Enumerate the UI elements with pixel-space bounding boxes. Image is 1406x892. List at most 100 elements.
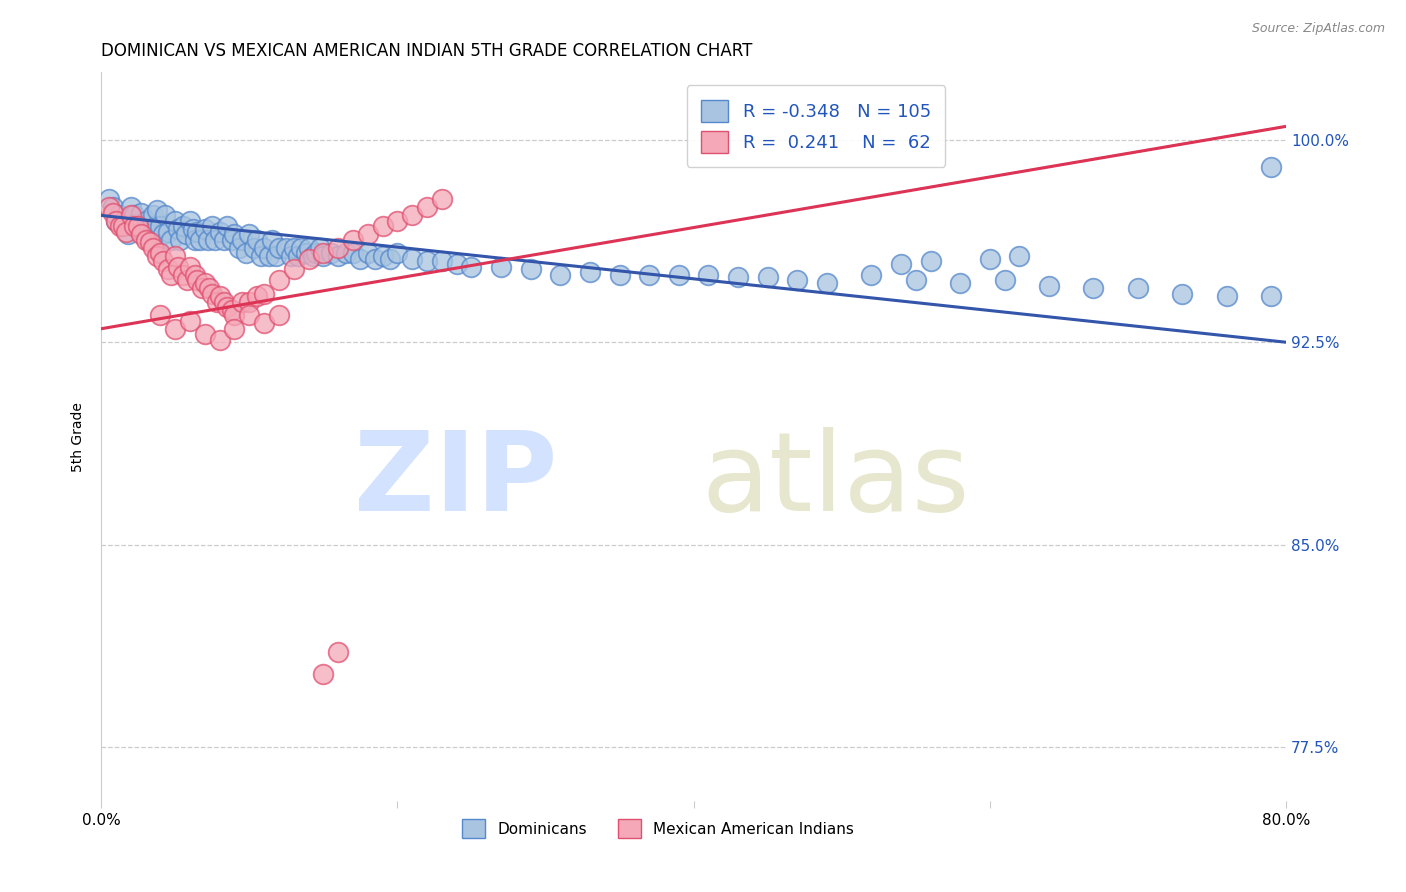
Point <box>97 192 120 206</box>
Point <box>108 209 131 223</box>
Point <box>224 322 246 336</box>
Point <box>179 214 201 228</box>
Point <box>112 219 135 234</box>
Point <box>401 209 423 223</box>
Point <box>280 249 302 263</box>
Point <box>638 268 661 282</box>
Point <box>205 294 228 309</box>
Point <box>122 209 145 223</box>
Point <box>489 260 512 274</box>
Point <box>319 246 342 260</box>
Point <box>246 289 269 303</box>
Point <box>378 252 401 266</box>
Point <box>167 222 190 236</box>
Point <box>257 249 280 263</box>
Point <box>335 246 357 260</box>
Point <box>697 268 720 282</box>
Point <box>401 252 423 266</box>
Point <box>105 214 128 228</box>
Point <box>231 233 253 247</box>
Point <box>253 241 276 255</box>
Point <box>165 214 187 228</box>
Point <box>224 227 246 242</box>
Point <box>153 209 176 223</box>
Point <box>149 246 172 260</box>
Point <box>328 241 350 255</box>
Point <box>204 233 226 247</box>
Point <box>727 270 749 285</box>
Point <box>139 235 162 250</box>
Point <box>460 260 482 274</box>
Point <box>1038 278 1060 293</box>
Point <box>579 265 602 279</box>
Point <box>890 257 912 271</box>
Point <box>920 254 942 268</box>
Point <box>342 246 364 260</box>
Point <box>112 219 135 234</box>
Point <box>127 222 149 236</box>
Point <box>357 246 380 260</box>
Point <box>179 260 201 274</box>
Point <box>949 276 972 290</box>
Point <box>212 233 235 247</box>
Point <box>430 254 453 268</box>
Point <box>115 225 138 239</box>
Point <box>328 645 350 659</box>
Point <box>1215 289 1237 303</box>
Point <box>165 249 187 263</box>
Point <box>156 262 179 277</box>
Point <box>387 214 409 228</box>
Point <box>228 241 250 255</box>
Point <box>149 219 172 234</box>
Point <box>172 219 194 234</box>
Point <box>146 202 169 217</box>
Point <box>312 246 335 260</box>
Legend: Dominicans, Mexican American Indians: Dominicans, Mexican American Indians <box>457 814 860 844</box>
Point <box>159 268 181 282</box>
Point <box>290 241 312 255</box>
Point <box>174 227 197 242</box>
Point <box>364 252 387 266</box>
Point <box>208 225 231 239</box>
Point <box>387 246 409 260</box>
Point <box>246 233 269 247</box>
Point <box>176 273 198 287</box>
Point <box>120 209 142 223</box>
Point <box>1083 281 1105 295</box>
Point <box>238 227 260 242</box>
Point <box>276 241 298 255</box>
Point <box>294 246 316 260</box>
Text: Source: ZipAtlas.com: Source: ZipAtlas.com <box>1251 22 1385 36</box>
Point <box>1260 160 1282 174</box>
Point <box>904 273 927 287</box>
Point <box>242 241 264 255</box>
Point <box>312 667 335 681</box>
Point <box>201 219 224 234</box>
Point <box>217 219 239 234</box>
Point <box>127 219 149 234</box>
Point <box>1171 286 1194 301</box>
Point <box>117 227 139 242</box>
Point <box>815 276 838 290</box>
Point <box>305 246 328 260</box>
Point <box>221 233 243 247</box>
Point <box>101 200 124 214</box>
Point <box>349 252 371 266</box>
Point <box>371 219 394 234</box>
Point <box>328 249 350 263</box>
Point <box>165 322 187 336</box>
Point <box>197 233 219 247</box>
Point <box>194 327 217 342</box>
Point <box>550 268 572 282</box>
Point <box>267 273 290 287</box>
Point <box>238 294 260 309</box>
Point <box>297 241 319 255</box>
Point <box>1008 249 1031 263</box>
Point <box>756 270 779 285</box>
Text: DOMINICAN VS MEXICAN AMERICAN INDIAN 5TH GRADE CORRELATION CHART: DOMINICAN VS MEXICAN AMERICAN INDIAN 5TH… <box>101 42 752 60</box>
Point <box>264 249 287 263</box>
Point <box>156 225 179 239</box>
Point <box>142 209 165 223</box>
Point <box>342 233 364 247</box>
Point <box>217 300 239 314</box>
